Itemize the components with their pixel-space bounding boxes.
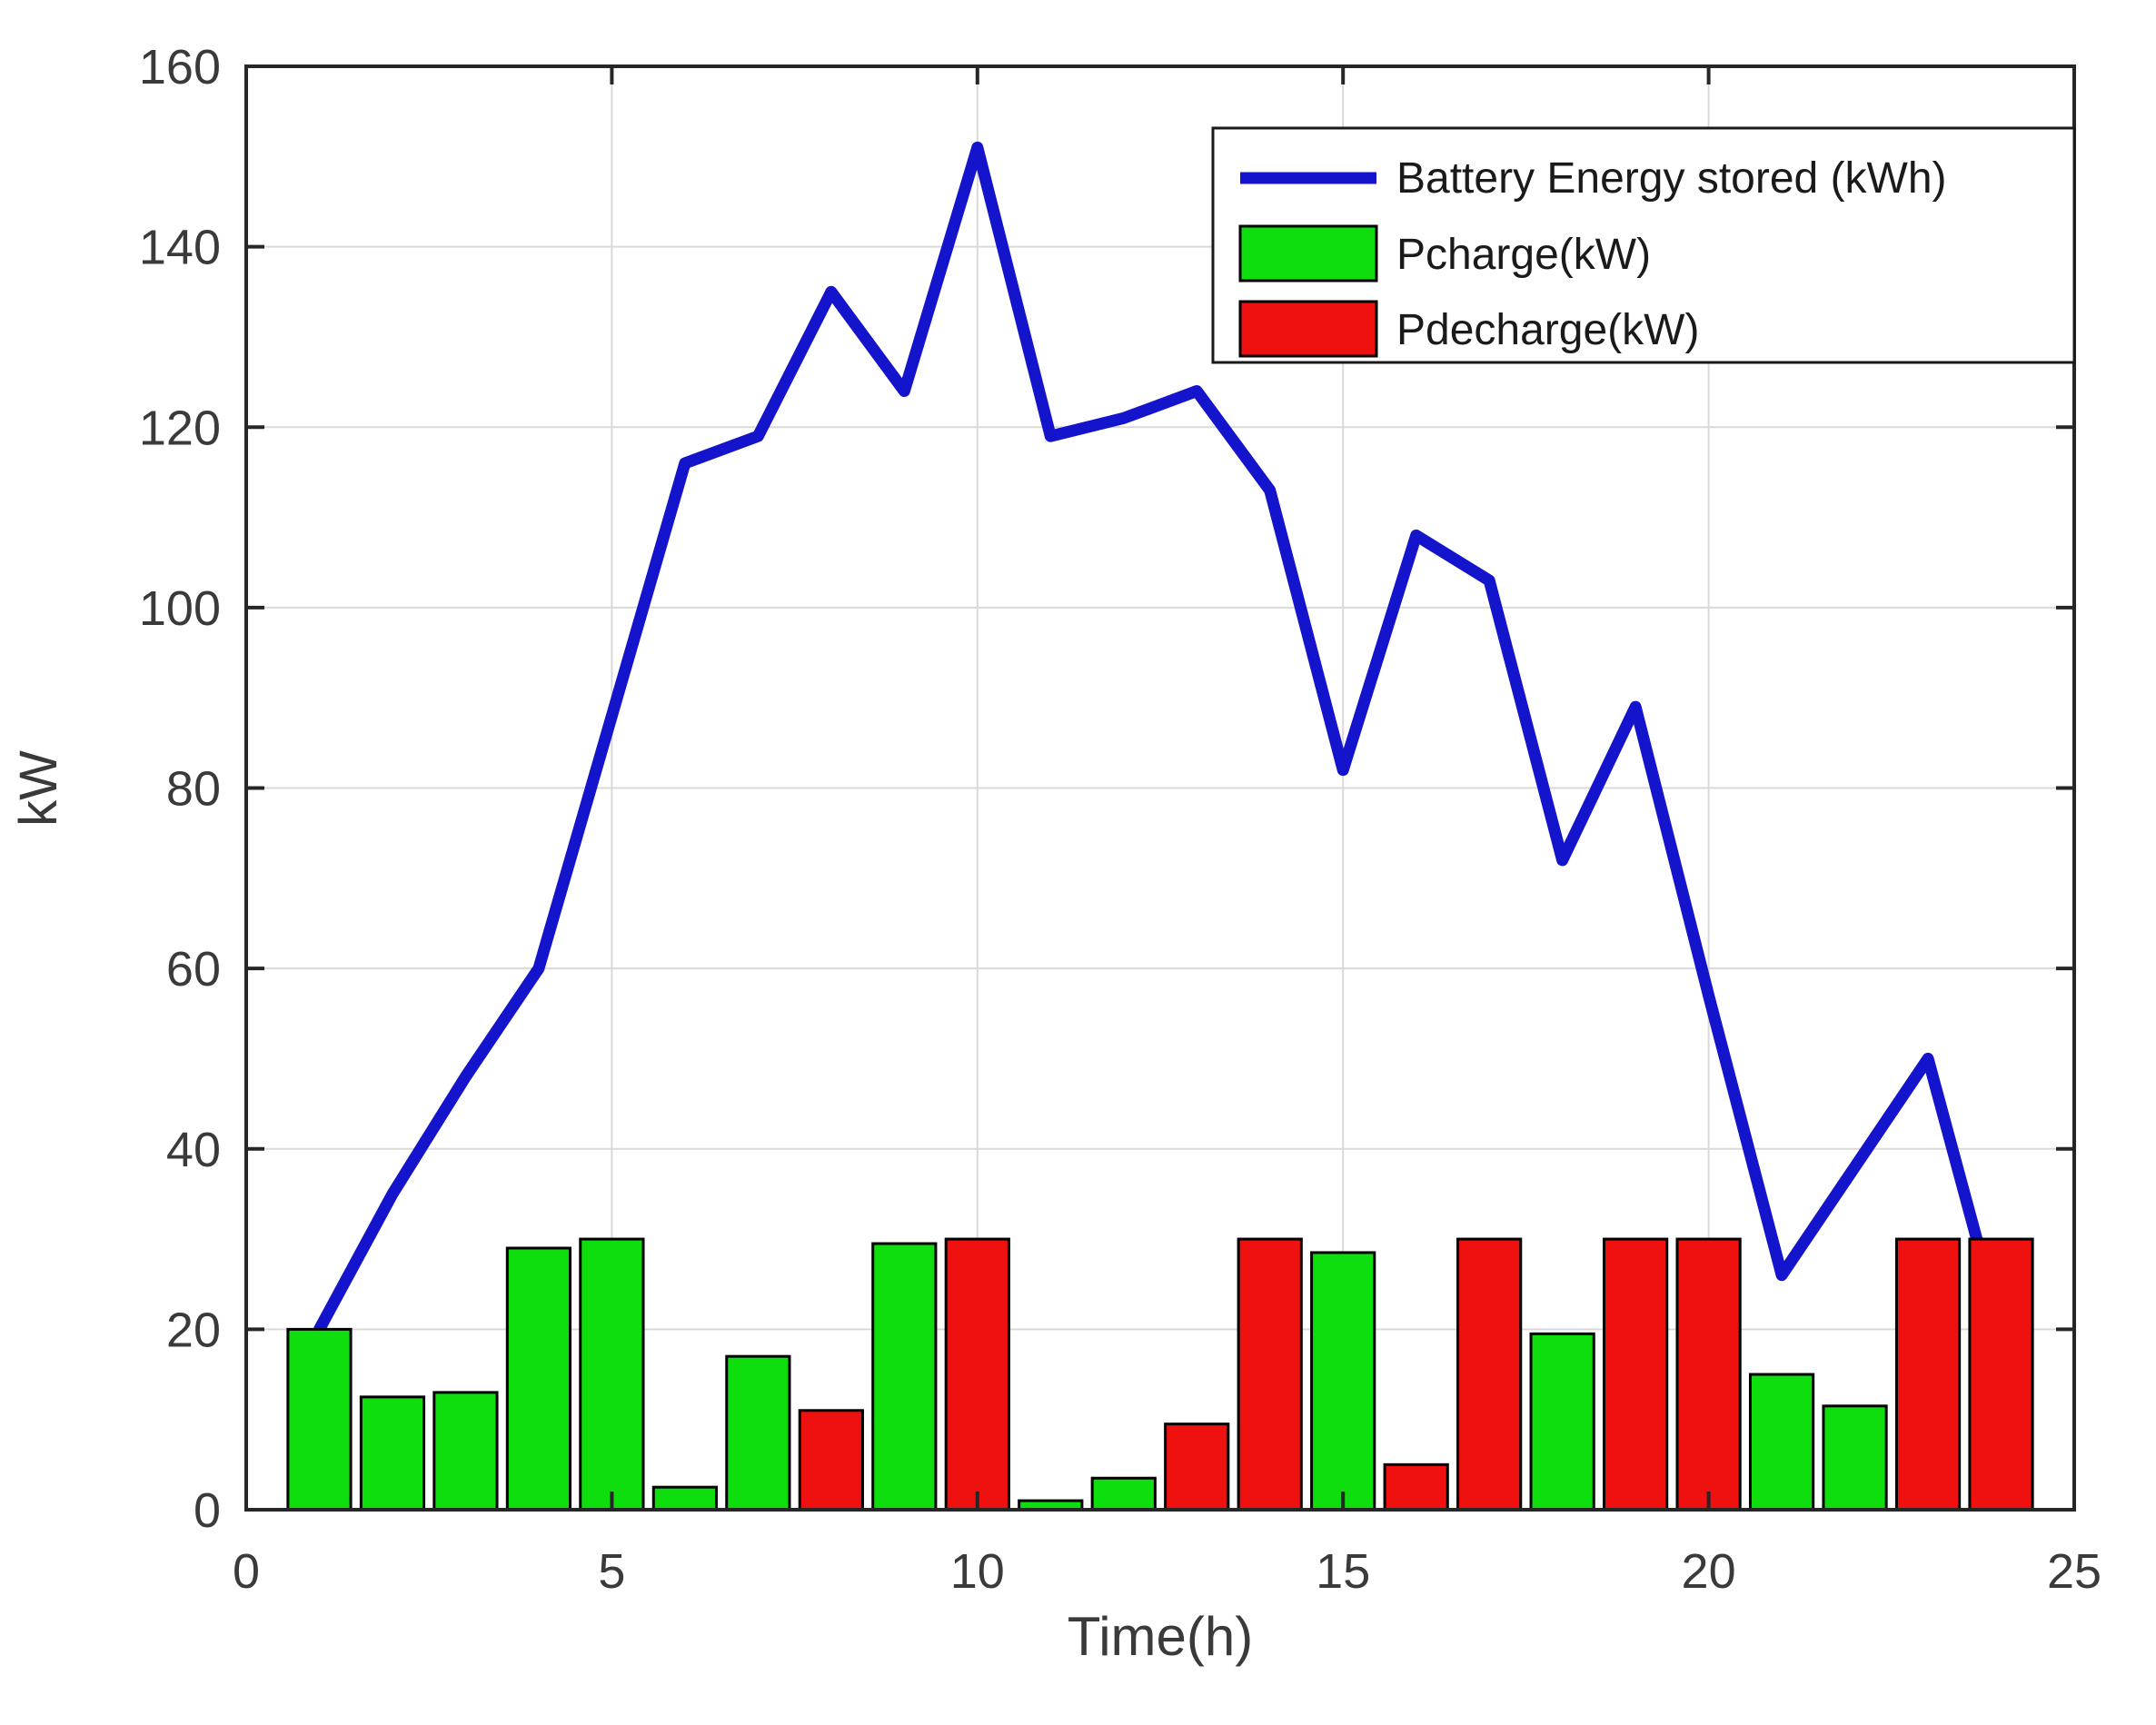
y-tick-label: 40 [166, 1123, 221, 1177]
bar [1822, 1404, 1888, 1512]
x-tick-label: 0 [233, 1544, 260, 1599]
y-tick-label: 0 [194, 1483, 221, 1538]
bar [1456, 1237, 1523, 1512]
y-tick-label: 100 [139, 581, 221, 636]
legend: Battery Energy stored (kWh) Pcharge(kW) … [1211, 126, 2076, 364]
legend-label: Pdecharge(kW) [1396, 306, 1699, 354]
x-tick-label: 15 [1316, 1544, 1370, 1599]
legend-item-pdecharge: Pdecharge(kW) [1238, 300, 1699, 358]
y-tick-label: 60 [166, 942, 221, 996]
x-tick-label: 5 [598, 1544, 625, 1599]
y-tick-label: 80 [166, 762, 221, 817]
bar [1968, 1237, 2034, 1512]
bar [1529, 1332, 1595, 1512]
legend-label: Pcharge(kW) [1396, 231, 1651, 279]
battery-energy-line [313, 141, 2008, 1335]
bar [1675, 1237, 1742, 1512]
line-series-battery-energy [313, 141, 2008, 1335]
legend-item-pcharge: Pcharge(kW) [1238, 224, 1651, 283]
bar-series-layer [286, 1237, 2034, 1512]
bar-series-pcharge-kw- [286, 1237, 1888, 1512]
bar [944, 1237, 1010, 1512]
y-tick-label: 160 [139, 40, 221, 94]
bar [1310, 1251, 1376, 1512]
x-tick-label: 10 [950, 1544, 1005, 1599]
y-tick-label: 20 [166, 1303, 221, 1357]
bar [1164, 1423, 1230, 1512]
bar [1748, 1373, 1815, 1512]
legend-swatch-pcharge [1238, 224, 1378, 283]
bar [359, 1395, 426, 1512]
x-axis-label: Time(h) [1068, 1606, 1253, 1667]
y-tick-label: 140 [139, 221, 221, 275]
bar [286, 1327, 353, 1512]
legend-swatch-pdecharge [1238, 300, 1378, 358]
axes-box-and-ticks [244, 64, 2076, 1512]
bar [1894, 1237, 1962, 1512]
x-tick-label: 20 [1682, 1544, 1736, 1599]
bar [725, 1354, 791, 1512]
legend-item-battery-energy: Battery Energy stored (kWh) [1240, 154, 1947, 203]
bar [1603, 1237, 1669, 1512]
bar-series-pdecharge-kw- [798, 1237, 2034, 1512]
bar [1090, 1476, 1157, 1512]
bar [1383, 1462, 1449, 1512]
y-axis-label: kW [9, 750, 68, 827]
bar [798, 1409, 864, 1512]
bar [432, 1391, 499, 1512]
y-tick-label: 120 [139, 401, 221, 455]
bar [579, 1237, 645, 1512]
bar [651, 1485, 718, 1512]
bar [871, 1242, 938, 1512]
tick-labels: 0 5 10 15 20 25 0 20 40 60 80 100 120 140 160 [139, 40, 2101, 1599]
x-tick-label: 25 [2047, 1544, 2101, 1599]
bar [1237, 1237, 1303, 1512]
legend-label: Battery Energy stored (kWh) [1396, 154, 1947, 203]
bar [505, 1246, 572, 1512]
